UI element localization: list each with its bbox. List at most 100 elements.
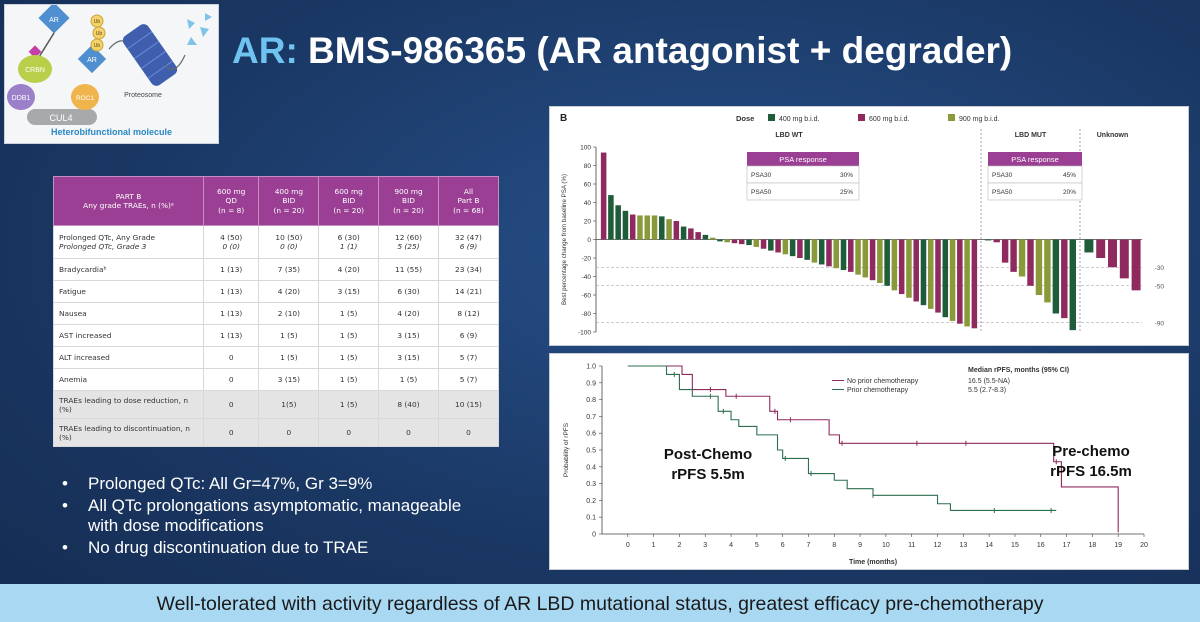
reference-label: -90 <box>1155 320 1165 327</box>
bar <box>644 215 651 240</box>
table-cell: 10 (50) 0 (0) <box>258 225 320 259</box>
bar <box>608 195 614 240</box>
bar <box>746 239 752 246</box>
title-text: BMS-986365 (AR antagonist + degrader) <box>308 30 1013 71</box>
table-row: Fatigue 1 (13) 4 (20) 3 (15) 6 (30) 14 (… <box>53 280 500 303</box>
table-cell: 1 (5) <box>258 324 320 347</box>
x-tick-label: 7 <box>807 542 811 549</box>
psa-table-cell: 45% <box>1063 172 1076 179</box>
bar <box>1027 239 1034 286</box>
bar <box>971 239 978 329</box>
table-row: TRAEs leading to dose reduction, n (%) 0… <box>53 390 500 419</box>
bar <box>622 210 629 240</box>
ddb1-shape <box>7 84 35 110</box>
panel-letter: B <box>560 113 567 124</box>
rpfs-km-chart: 0 0.1 0.2 0.3 0.4 0.5 0.6 0.7 0.8 0.9 1.0 0 1 2 3 4 5 6 7 8… <box>549 353 1189 570</box>
y-tick-label: -80 <box>582 311 592 318</box>
table-row: Anemia 0 3 (15) 1 (5) 1 (5) 5 (7) <box>53 368 500 391</box>
ar-diamond-target <box>77 44 107 74</box>
bar <box>964 239 970 327</box>
key-points-list: Prolonged QTc: All Gr=47%, Gr 3=9% All Q… <box>62 474 492 560</box>
table-cell: 7 (35) <box>258 258 320 281</box>
legend-ci: 5.5 (2.7-8.3) <box>968 387 1006 394</box>
bar <box>768 239 774 251</box>
x-tick-label: 0 <box>626 542 630 549</box>
km-curve <box>627 365 1057 512</box>
bar <box>840 239 847 271</box>
bar <box>804 239 810 260</box>
x-tick-label: 11 <box>908 542 915 549</box>
reference-label: -30 <box>1155 265 1165 272</box>
x-tick-label: 4 <box>729 542 733 549</box>
bar <box>717 239 723 242</box>
bar <box>833 239 840 269</box>
bar <box>877 239 883 283</box>
table-header-row: PART B Any grade TRAEs, n (%)ᵃ 600 mg QD… <box>53 176 500 226</box>
bar <box>600 152 607 240</box>
x-tick-label: 15 <box>1011 542 1019 549</box>
table-cell: 4 (20) <box>318 258 380 281</box>
bar <box>615 205 621 240</box>
annotation: rPFS 16.5m <box>1050 463 1132 480</box>
annotation: Pre-chemo <box>1052 443 1130 460</box>
list-item: All QTc prolongations asymptomatic, mana… <box>62 496 492 536</box>
y-tick-label: 0.5 <box>586 448 596 455</box>
row-label: AST increased <box>53 324 204 347</box>
table-cell: 1 (5) <box>318 324 380 347</box>
table-cell: 0 <box>437 418 500 447</box>
bar <box>920 239 927 306</box>
y-tick-label: -100 <box>578 330 591 337</box>
row-label: Anemia <box>53 368 204 391</box>
y-tick-label: -60 <box>582 293 592 300</box>
bar <box>797 239 803 258</box>
psa-table-row <box>746 182 860 201</box>
table-cell: 3 (15) <box>378 346 439 369</box>
table-row: Bradycardiaᵇ 1 (13) 7 (35) 4 (20) 11 (55… <box>53 258 500 281</box>
legend-ci: 16.5 (5.5-NA) <box>968 378 1010 385</box>
bar <box>1010 239 1017 272</box>
x-tick-label: 16 <box>1037 542 1045 549</box>
bar <box>637 215 643 240</box>
svg-text:CUL4: CUL4 <box>49 113 72 123</box>
x-tick-label: 3 <box>703 542 707 549</box>
bar <box>1018 239 1026 277</box>
psa-table-title: PSA response <box>1011 155 1059 164</box>
x-tick-label: 18 <box>1088 542 1096 549</box>
crbn-shape <box>18 55 52 83</box>
table-cell: 0 <box>258 418 320 447</box>
psa-table-cell: PSA30 <box>751 172 772 179</box>
table-cell: 0 <box>378 418 439 447</box>
y-tick-label: 0.7 <box>586 414 596 421</box>
bar <box>1044 239 1051 303</box>
table-cell: 1 (13) <box>202 280 260 303</box>
row-label: ALT increased <box>53 346 204 369</box>
table-cell: 3 (15) <box>258 368 320 391</box>
bar <box>1069 239 1076 331</box>
table-cell: 0 <box>202 368 260 391</box>
list-item: No drug discontinuation due to TRAE <box>62 538 492 558</box>
x-tick-label: 9 <box>858 542 862 549</box>
psa-table-row <box>987 182 1083 201</box>
y-tick-label: -40 <box>582 274 592 281</box>
y-tick-label: 60 <box>584 182 592 189</box>
psa-table-cell: 20% <box>1063 189 1076 196</box>
y-tick-label: 80 <box>584 163 592 170</box>
bar <box>855 239 861 275</box>
group-label: LBD WT <box>775 132 803 139</box>
bar <box>709 237 716 240</box>
bar <box>957 239 963 324</box>
table-cell: 3 (15) <box>318 280 380 303</box>
table-cell: 1 (13) <box>202 258 260 281</box>
slide-title: AR: BMS-986365 (AR antagonist + degrader… <box>232 30 1012 72</box>
table-cell: 0 <box>202 346 260 369</box>
legend-label: 900 mg b.i.d. <box>959 116 1000 123</box>
row-label: Fatigue <box>53 280 204 303</box>
table-cell: 1 (5) <box>318 346 380 369</box>
table-cell: 11 (55) <box>378 258 439 281</box>
col-header: PART B Any grade TRAEs, n (%)ᵃ <box>53 176 204 226</box>
x-tick-label: 13 <box>959 542 967 549</box>
table-cell: 1 (13) <box>202 302 260 325</box>
table-row: AST increased 1 (13) 1 (5) 1 (5) 3 (15) … <box>53 324 500 347</box>
bar <box>898 239 905 295</box>
table-cell: 0 <box>202 418 260 447</box>
